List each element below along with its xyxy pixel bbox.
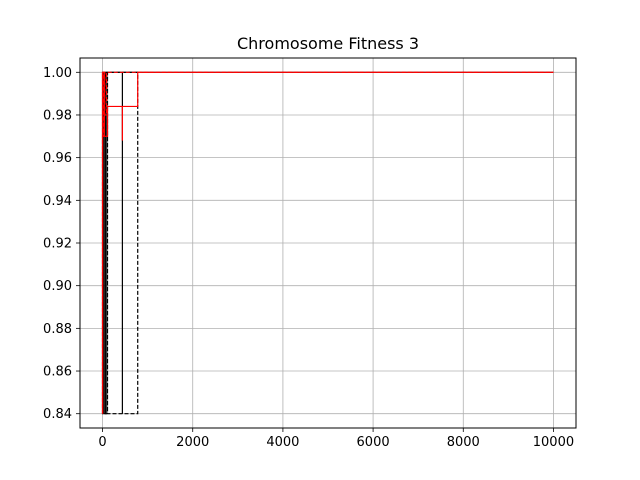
y-tick-label: 0.88	[43, 322, 72, 337]
y-axis: 0.84 0.86 0.88 0.90 0.92 0.94 0.96 0.98 1.00	[43, 66, 80, 422]
x-axis: 0 2000 4000 6000 8000 10000	[98, 428, 574, 450]
series-line-1	[101, 71, 139, 415]
y-tick-label: 0.84	[43, 407, 72, 422]
y-tick-label: 0.94	[43, 194, 72, 209]
y-tick-label: 0.92	[43, 237, 72, 252]
grid-lines	[80, 58, 576, 428]
x-tick-label: 8000	[447, 435, 480, 450]
chart-title: Chromosome Fitness 3	[237, 34, 419, 53]
x-tick-label: 4000	[266, 435, 299, 450]
y-tick-label: 0.96	[43, 151, 72, 166]
x-tick-label: 0	[98, 435, 106, 450]
y-tick-label: 0.98	[43, 108, 72, 123]
x-tick-label: 2000	[176, 435, 209, 450]
y-tick-label: 0.90	[43, 279, 72, 294]
y-tick-label: 1.00	[43, 66, 72, 81]
x-tick-label: 10000	[533, 435, 574, 450]
series-group	[101, 71, 554, 415]
x-tick-label: 6000	[357, 435, 390, 450]
series-line-4	[101, 71, 554, 414]
y-tick-label: 0.86	[43, 365, 72, 380]
